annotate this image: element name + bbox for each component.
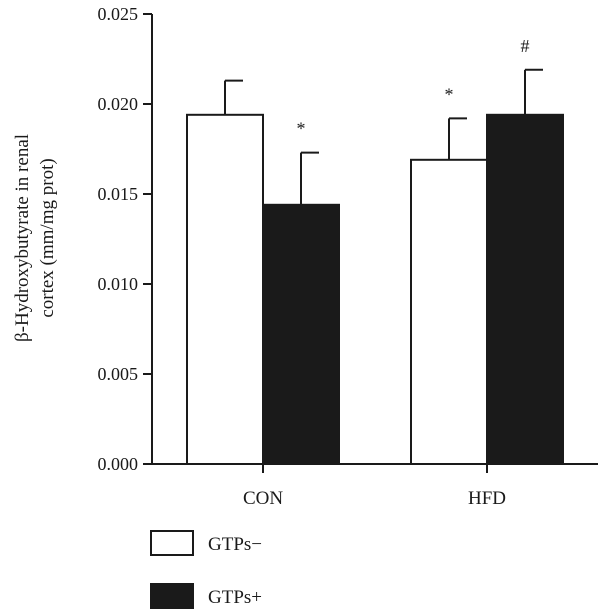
legend: GTPs− GTPs+	[150, 530, 262, 609]
y-tick-label: 0.005	[98, 364, 139, 384]
legend-swatch	[150, 583, 194, 609]
bar-hfd-gtps-minus	[410, 158, 488, 466]
significance-marker: *	[445, 84, 454, 104]
y-tick-label: 0.010	[98, 274, 139, 294]
y-tick-label: 0.020	[98, 94, 139, 114]
x-tick-label: HFD	[468, 488, 506, 509]
y-axis-label-line-2: cortex (mm/mg prot)	[37, 158, 58, 317]
legend-swatch	[150, 530, 194, 556]
bar-hfd-gtps-plus	[486, 113, 564, 466]
bars: * * #	[186, 36, 564, 466]
bar-con-gtps-minus	[186, 113, 264, 466]
y-axis-label-line-1: β-Hydroxybutyrate in renal	[12, 134, 33, 342]
legend-label: GTPs−	[208, 534, 262, 555]
y-tick-label: 0.000	[98, 454, 139, 474]
x-tick-label: CON	[243, 488, 283, 509]
bar-con-gtps-plus	[262, 203, 340, 466]
y-tick-label: 0.025	[98, 4, 139, 24]
y-axis-label: β-Hydroxybutyrate in renal cortex (mm/mg…	[12, 134, 58, 342]
significance-marker: *	[297, 119, 306, 139]
y-tick-label: 0.015	[98, 184, 139, 204]
significance-marker: #	[521, 36, 530, 56]
legend-label: GTPs+	[208, 587, 262, 608]
